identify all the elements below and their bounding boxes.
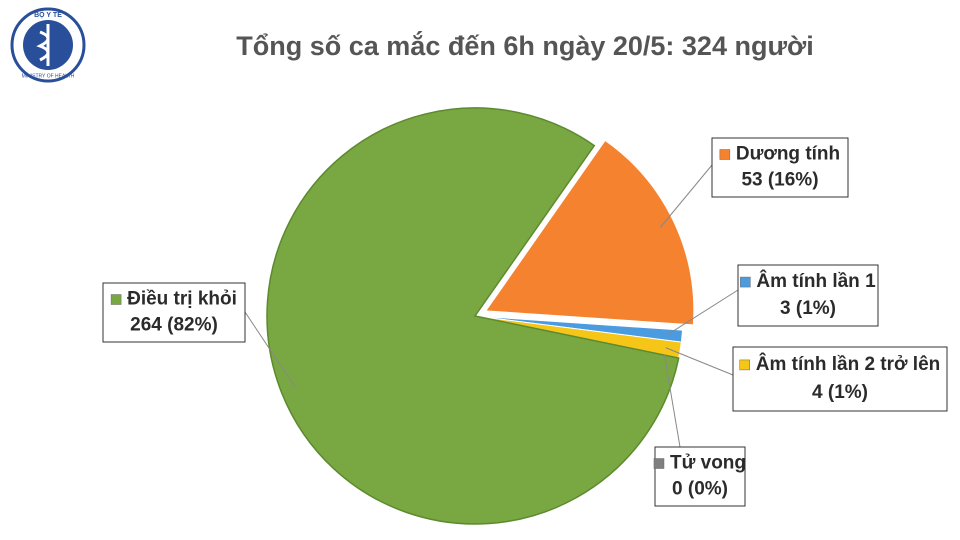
chart-title: Tổng số ca mắc đến 6h ngày 20/5: 324 ngư… bbox=[236, 30, 813, 61]
category-label: Âm tính lần 2 trở lên bbox=[756, 353, 941, 375]
label-box bbox=[102, 282, 246, 343]
category-label: Âm tính lần 1 bbox=[756, 270, 876, 292]
label-box bbox=[711, 137, 849, 198]
legend-marker bbox=[110, 294, 122, 305]
value-label: 0 (0%) bbox=[672, 478, 728, 499]
legend-marker bbox=[653, 458, 665, 469]
label-box bbox=[732, 346, 948, 412]
category-label: Tử vong bbox=[670, 453, 746, 474]
category-label: Điều trị khỏi bbox=[127, 289, 237, 310]
legend-marker bbox=[739, 359, 750, 371]
value-label: 3 (1%) bbox=[780, 298, 836, 319]
leader-line bbox=[659, 164, 713, 228]
label-box bbox=[654, 446, 746, 507]
leader-line bbox=[244, 311, 296, 388]
data-label: Âm tính lần 1 3 (1%) bbox=[737, 264, 879, 327]
leader-line bbox=[663, 355, 681, 448]
legend-marker bbox=[740, 276, 751, 288]
data-label: Tử vong 0 (0%) bbox=[653, 446, 746, 507]
logo-symbol bbox=[36, 24, 50, 66]
value-label: 4 (1%) bbox=[812, 382, 868, 403]
legend-marker bbox=[719, 149, 731, 160]
category-label: Dương tính bbox=[736, 144, 840, 165]
leader-line bbox=[665, 347, 734, 376]
pie-slice bbox=[484, 139, 695, 326]
logo: BỘ Y TẾ MINISTRY OF HEALTH bbox=[10, 7, 86, 83]
data-label: Âm tính lần 2 trở lên 4 (1%) bbox=[732, 346, 948, 412]
logo-bottom-text: MINISTRY OF HEALTH bbox=[22, 73, 75, 79]
value-label: 53 (16%) bbox=[741, 169, 818, 190]
pie-slice bbox=[266, 107, 680, 525]
label-box bbox=[737, 264, 879, 327]
value-label: 264 (82%) bbox=[130, 314, 218, 335]
leader-line bbox=[667, 289, 739, 336]
data-label: Điều trị khỏi 264 (82%) bbox=[102, 282, 246, 343]
data-label: Dương tính 53 (16%) bbox=[711, 137, 849, 198]
logo-top-text: BỘ Y TẾ bbox=[34, 9, 62, 19]
